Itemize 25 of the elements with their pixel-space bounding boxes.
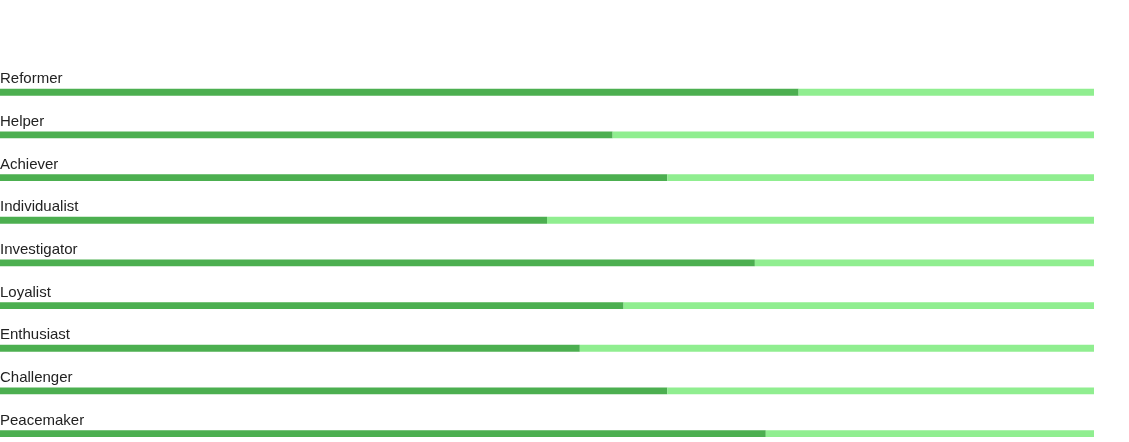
y-tick-label: Enthusiast — [0, 325, 71, 343]
y-tick-label: Peacemaker — [0, 410, 85, 428]
bar — [798, 88, 1094, 96]
y-tick-label: Challenger — [0, 367, 73, 385]
bar — [0, 302, 624, 309]
bar — [547, 216, 1094, 224]
bar — [0, 131, 613, 139]
bar — [0, 344, 580, 352]
y-tick-label: Individualist — [0, 197, 80, 215]
bar — [579, 344, 1094, 352]
bar — [0, 259, 755, 267]
y-tick-label: Achiever — [0, 154, 59, 172]
bar — [612, 131, 1094, 139]
bar — [623, 302, 1094, 309]
bar — [667, 174, 1094, 181]
bar — [0, 430, 766, 437]
bar — [0, 88, 799, 96]
y-tick-label: Loyalist — [0, 282, 52, 300]
y-tick-label: Investigator — [0, 239, 78, 257]
y-tick-label: Reformer — [0, 69, 63, 87]
bar — [754, 259, 1094, 267]
bar — [0, 174, 668, 181]
y-tick-label: Helper — [0, 111, 45, 129]
bar — [765, 430, 1094, 437]
bar — [0, 216, 547, 224]
